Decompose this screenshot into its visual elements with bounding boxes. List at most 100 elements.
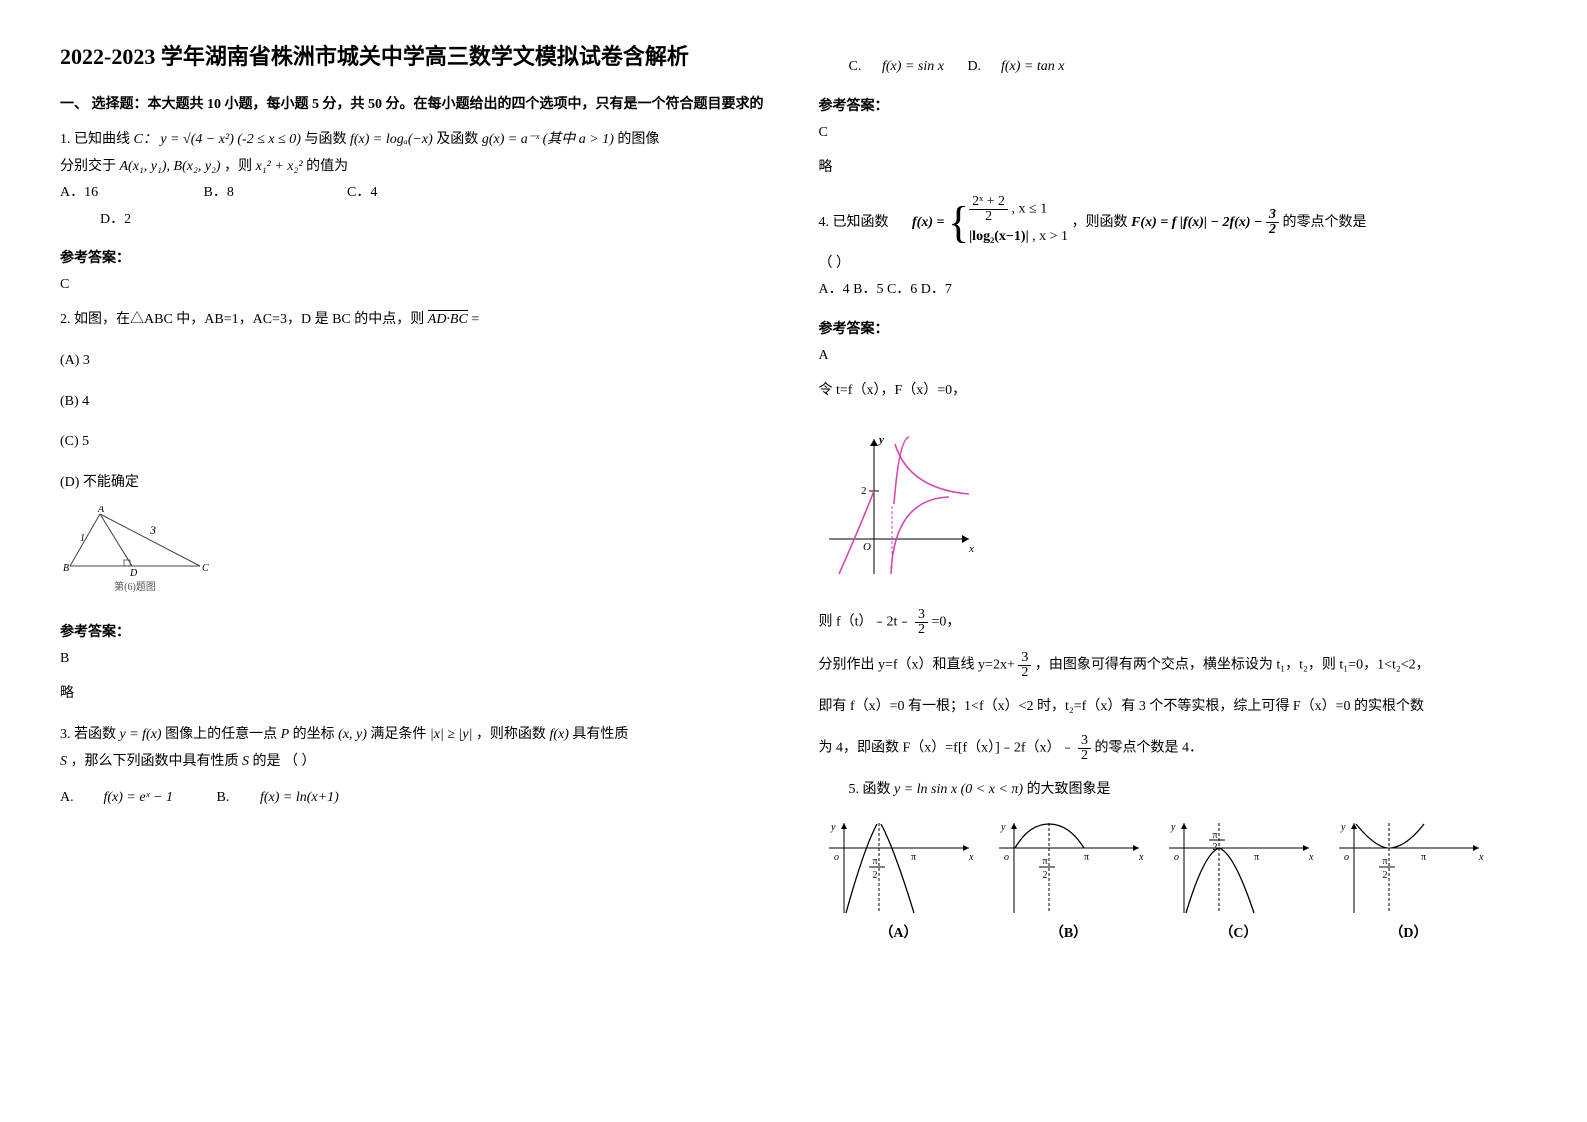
q5-graph-c: y x o π π 2 （C）: [1159, 818, 1319, 942]
svg-text:x: x: [1138, 852, 1144, 863]
question-4: 4. 已知函数 f(x) = { 2ˣ + 22 , x ≤ 1 |log₂(x…: [819, 195, 1528, 304]
right-column: C. f(x) = sin x D. f(x) = tan x 参考答案： C …: [819, 40, 1528, 942]
q4-exp3b: ，由图象可得有两个交点，横坐标设为 t₁，t₂，则 t₁=0，1<t₂<2，: [1035, 657, 1430, 672]
svg-text:1: 1: [80, 533, 85, 544]
q2-choice-b: (B) 4: [60, 389, 769, 416]
q4-choices: A．4 B．5 C．6 D．7: [819, 277, 1528, 304]
q1-line2c: 的值为: [306, 159, 348, 174]
svg-text:o: o: [1004, 852, 1009, 863]
q3-mid4: ，则称函数: [476, 727, 546, 742]
q2-answer-label: 参考答案：: [60, 621, 769, 641]
q3-tail: 具有性质: [572, 727, 628, 742]
q5-label-c: （C）: [1159, 922, 1319, 942]
q3-fb: f(x) = ln(x+1): [260, 790, 339, 805]
q1-c: C：: [134, 132, 157, 147]
q4-exp2a: 则 f（t）﹣2t﹣: [819, 614, 912, 629]
q4-exp3n: 3: [1018, 651, 1031, 666]
svg-text:π: π: [872, 856, 877, 867]
svg-text:x: x: [1308, 852, 1314, 863]
svg-text:π: π: [1042, 856, 1047, 867]
svg-text:x: x: [968, 852, 974, 863]
svg-text:π: π: [1212, 830, 1217, 841]
q4-exp4: 即有 f（x）=0 有一根；1<f（x）<2 时，t₂=f（x）有 3 个不等实…: [819, 694, 1528, 721]
svg-text:D: D: [129, 568, 138, 576]
q4-p2-cond: , x > 1: [1032, 229, 1068, 244]
q3-cond: |x| ≥ |y|: [430, 727, 473, 742]
q1-formula-2: f(x) = logₐ(−x): [350, 132, 433, 147]
q1-choice-a: A．16: [60, 180, 200, 207]
svg-text:2: 2: [861, 485, 867, 497]
q3-fc: f(x) = sin x: [882, 59, 944, 74]
q3-S: S: [60, 754, 67, 769]
q1-line2b: ，则: [224, 159, 252, 174]
svg-text:B: B: [63, 563, 69, 574]
q4-Fd: 2: [1266, 223, 1279, 237]
svg-text:y: y: [1170, 822, 1176, 833]
q4-answer-label: 参考答案：: [819, 318, 1528, 338]
q1-points: A(x₁, y₁), B(x₂, y₂): [120, 159, 221, 174]
svg-text:o: o: [1344, 852, 1349, 863]
q4-fx: f(x) =: [912, 215, 944, 230]
svg-text:2: 2: [1212, 842, 1217, 853]
question-3: 3. 若函数 y = f(x) 图像上的任意一点 P 的坐标 (x, y) 满足…: [60, 722, 769, 812]
q3-explanation: 略: [819, 155, 1528, 182]
svg-text:y: y: [830, 822, 836, 833]
q5-label-a: （A）: [819, 922, 979, 942]
q1-mid1: 与函数: [304, 132, 346, 147]
question-2: 2. 如图，在△ABC 中，AB=1，AC=3，D 是 BC 的中点，则 AD·…: [60, 307, 769, 607]
q3-mid1: 图像上的任意一点: [165, 727, 277, 742]
q5-label-b: （B）: [989, 922, 1149, 942]
q3-mid3: 满足条件: [370, 727, 426, 742]
q2-figure-caption: 第(6)题图: [60, 578, 210, 597]
q4-exp1: 令 t=f（x），F（x）=0，: [819, 378, 1528, 405]
q2-text: 2. 如图，在△ABC 中，AB=1，AC=3，D 是 BC 的中点，则: [60, 312, 424, 327]
q1-answer-label: 参考答案：: [60, 247, 769, 267]
q3-fa: f(x) = eˣ − 1: [104, 790, 174, 805]
q3-mid2: 的坐标: [293, 727, 335, 742]
svg-text:π: π: [1421, 852, 1426, 863]
q4-tail: 的零点个数是: [1282, 215, 1366, 230]
q4-paren: （ ）: [819, 251, 1528, 278]
svg-text:y: y: [877, 434, 884, 446]
svg-text:x: x: [968, 543, 974, 555]
q5-label-d: （D）: [1329, 922, 1489, 942]
svg-text:2: 2: [872, 870, 877, 881]
q3-xy: (x, y): [338, 727, 367, 742]
svg-text:C: C: [202, 563, 209, 574]
q4-exp3d: 2: [1018, 666, 1031, 680]
q5-graph-d: y x o π π 2 （D）: [1329, 818, 1489, 942]
q2-choice-c: (C) 5: [60, 429, 769, 456]
q5-f: y = ln sin x (0 < x < π): [894, 782, 1023, 797]
q4-exp2: 则 f（t）﹣2t﹣ 32 =0，: [819, 608, 1528, 637]
svg-text:o: o: [1174, 852, 1179, 863]
svg-text:π: π: [1382, 856, 1387, 867]
q5-graph-b: y x o π π 2 （B）: [989, 818, 1149, 942]
q4-exp5a: 为 4，即函数 F（x）=f[f（x）]﹣2f（x）﹣: [819, 741, 1075, 756]
q3-f1: y = f(x): [120, 727, 162, 742]
q3-line2b: 的是 （ ）: [253, 754, 316, 769]
svg-text:π: π: [1254, 852, 1259, 863]
svg-text:y: y: [1000, 822, 1006, 833]
q3-pre: 3. 若函数: [60, 727, 116, 742]
q3-line2: ，那么下列函数中具有性质: [71, 754, 239, 769]
q4-exp2b: =0，: [931, 614, 960, 629]
q5-graph-a: y x o π π 2 （A）: [819, 818, 979, 942]
q5-graphs-row: y x o π π 2 （A）: [819, 818, 1528, 942]
q4-p1-num: 2ˣ + 2: [969, 195, 1008, 210]
q4-answer: A: [819, 348, 1528, 364]
q1-mid2: 及函数: [436, 132, 478, 147]
q4-p1-cond: , x ≤ 1: [1012, 202, 1048, 217]
q3-fd: f(x) = tan x: [1001, 59, 1064, 74]
svg-text:O: O: [863, 541, 871, 553]
q4-pre: 4. 已知函数: [819, 215, 889, 230]
svg-text:π: π: [1084, 852, 1089, 863]
svg-text:2: 2: [1042, 870, 1047, 881]
svg-text:x: x: [1478, 852, 1484, 863]
q5-pre: 5. 函数: [849, 782, 891, 797]
svg-text:2: 2: [1382, 870, 1387, 881]
q4-graph: x y O 2: [819, 429, 979, 579]
q1-formula-3: g(x) = a⁻ˣ (其中 a > 1): [482, 132, 614, 147]
q4-exp2n: 3: [915, 608, 928, 623]
q3-answer: C: [819, 125, 1528, 141]
q1-tail: 的图像: [617, 132, 659, 147]
